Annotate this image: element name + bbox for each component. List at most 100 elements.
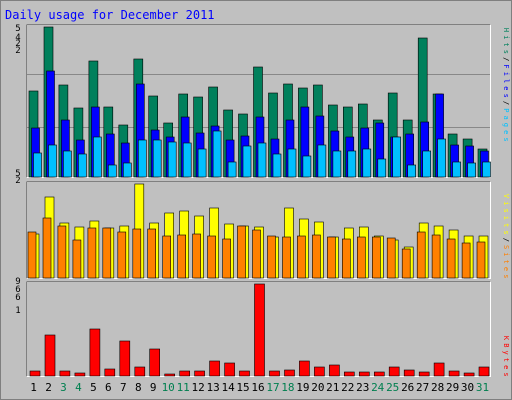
kbytes-bar-day-26 — [403, 369, 415, 377]
pages-bar-day-30 — [467, 162, 476, 178]
x-tick-label-day-25: 25 — [386, 381, 399, 394]
pages-bar-day-24 — [377, 158, 387, 178]
kbytes-bar-day-18 — [284, 369, 295, 377]
pages-bar-day-21 — [332, 150, 342, 178]
sites-bar-day-19 — [297, 235, 306, 279]
kbytes-bar-day-29 — [448, 370, 460, 377]
pages-bar-day-27 — [422, 150, 432, 178]
panel-top-legend-char-15: e — [502, 130, 510, 134]
panel-middle-legend-char-7: / — [502, 238, 510, 242]
x-tick-label-day-31: 31 — [476, 381, 489, 394]
panel-bottom-legend-char-2: B — [502, 343, 510, 347]
panel-bottom-axis-label-4: 1 — [15, 306, 20, 316]
kbytes-bar-day-27 — [418, 371, 430, 377]
pages-bar-day-29 — [452, 161, 461, 178]
panel-middle-legend-char-8: S — [502, 245, 510, 249]
panel-middle-legend-char-4: i — [502, 216, 510, 220]
pages-bar-day-9 — [152, 139, 162, 178]
kbytes-bar-day-1 — [29, 370, 41, 377]
kbytes-bar-day-8 — [134, 366, 146, 377]
kbytes-bar-day-7 — [119, 340, 131, 377]
pages-bar-day-26 — [407, 164, 417, 178]
x-tick-label-day-30: 30 — [461, 381, 474, 394]
pages-bar-day-18 — [287, 148, 297, 178]
kbytes-bar-day-10 — [164, 373, 175, 377]
sites-bar-day-1 — [27, 231, 37, 279]
sites-bar-day-5 — [87, 227, 97, 279]
panel-bottom-legend-char-3: y — [502, 350, 510, 354]
x-tick-label-day-17: 17 — [266, 381, 279, 394]
pages-bar-day-23 — [362, 148, 372, 178]
x-tick-label-day-15: 15 — [236, 381, 249, 394]
sites-bar-day-17 — [267, 235, 276, 279]
sites-bar-day-23 — [356, 236, 366, 279]
pages-bar-day-5 — [93, 136, 102, 178]
panel-bottom-axis-label-3: 6 — [15, 293, 20, 303]
sites-bar-day-4 — [72, 239, 82, 279]
panel-bottom-legend-char-1: K — [502, 336, 510, 341]
x-tick-label-day-5: 5 — [90, 381, 97, 394]
pages-bar-day-17 — [272, 153, 282, 178]
panel-top-legend-char-2: i — [502, 35, 510, 39]
pages-bar-day-6 — [108, 164, 117, 178]
sites-bar-day-3 — [57, 225, 67, 279]
pages-bar-day-13 — [212, 130, 222, 178]
pages-bar-day-8 — [138, 139, 147, 178]
pages-bar-day-28 — [437, 138, 446, 178]
x-tick-label-day-26: 26 — [401, 381, 414, 394]
pages-bar-day-19 — [302, 155, 312, 178]
x-tick-label-day-19: 19 — [296, 381, 309, 394]
panel-bottom-legend-char-6: s — [502, 372, 510, 376]
x-tick-label-day-27: 27 — [416, 381, 429, 394]
series-sites — [27, 217, 486, 279]
kbytes-bar-day-11 — [179, 370, 190, 377]
x-tick-label-day-4: 4 — [75, 381, 82, 394]
kbytes-bar-day-16 — [254, 283, 265, 377]
panel-top-axis-label-2: 4 — [15, 33, 20, 43]
sites-bar-day-2 — [42, 217, 52, 279]
kbytes-bar-day-12 — [194, 370, 205, 377]
panel-middle-legend-char-9: i — [502, 252, 510, 256]
kbytes-bar-day-24 — [373, 371, 385, 377]
kbytes-bar-day-19 — [299, 360, 310, 377]
panel-middle-axis-label-2: 2 — [15, 176, 20, 186]
panel-top-legend-char-5: / — [502, 57, 510, 61]
panel-top-axis-label-3: 2 — [15, 39, 20, 49]
kbytes-bar-day-17 — [269, 370, 280, 377]
kbytes-bar-day-20 — [314, 366, 325, 377]
pages-bar-day-25 — [392, 136, 402, 178]
chart-panels: 5422Hits/Files/Pages52Visits/Sites9661KB… — [15, 24, 510, 377]
sites-bar-day-21 — [327, 236, 336, 279]
sites-bar-day-28 — [431, 234, 441, 279]
sites-bar-day-9 — [147, 228, 156, 279]
kbytes-bar-day-23 — [358, 371, 370, 377]
sites-bar-day-8 — [132, 228, 142, 279]
x-tick-label-day-10: 10 — [162, 381, 175, 394]
x-tick-label-day-22: 22 — [341, 381, 354, 394]
panel-middle-legend-char-10: t — [502, 260, 510, 264]
sites-bar-day-25 — [386, 237, 396, 279]
panel-top-legend-char-14: g — [502, 123, 510, 127]
panel-top-legend-char-16: s — [502, 137, 510, 141]
x-tick-label-day-9: 9 — [150, 381, 157, 394]
x-axis-day-labels: 1 2 3 4 5 6 7 8 9 10 11 12 13 14 15 16 17 18 19 20 21 22 23 24 2… — [30, 381, 489, 394]
series-pages — [33, 130, 491, 178]
kbytes-bar-day-14 — [224, 362, 235, 377]
x-tick-label-day-28: 28 — [431, 381, 444, 394]
pages-bar-day-7 — [123, 162, 132, 178]
x-tick-label-day-20: 20 — [311, 381, 324, 394]
panel-middle-legend-char-6: s — [502, 230, 510, 234]
sites-bar-day-31 — [476, 241, 486, 279]
kbytes-bar-day-13 — [209, 360, 220, 377]
panel-middle-legend-char-5: t — [502, 223, 510, 227]
panel-middle-legend-char-3: s — [502, 208, 510, 212]
pages-bar-day-12 — [197, 148, 207, 178]
x-tick-label-day-13: 13 — [206, 381, 219, 394]
panel-top-legend-char-7: i — [502, 72, 510, 76]
panel-top-legend-char-9: e — [502, 86, 510, 90]
kbytes-bar-day-9 — [149, 348, 160, 377]
sites-bar-day-16 — [252, 229, 261, 279]
kbytes-bar-day-5 — [89, 328, 101, 377]
